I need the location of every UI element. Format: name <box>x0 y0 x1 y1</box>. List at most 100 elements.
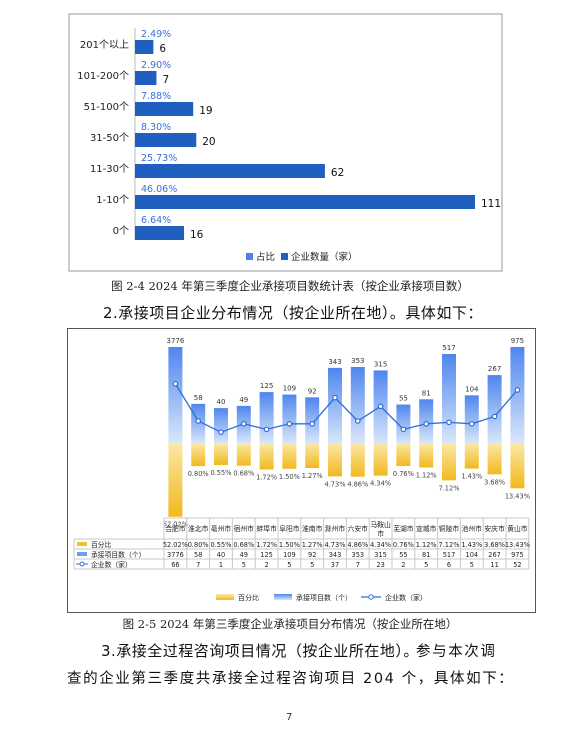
project-value-label: 109 <box>283 385 296 393</box>
project-value-label: 58 <box>194 394 203 402</box>
enterprise-point <box>377 403 384 410</box>
count-bar <box>135 102 194 116</box>
table-city-label: 马鞍山 <box>370 520 391 529</box>
percent-value-label: 4.86% <box>347 481 368 489</box>
count-label: 19 <box>199 105 212 117</box>
legend-label-projects: 承接项目数（个） <box>296 593 352 602</box>
table-cell: 55 <box>399 551 407 559</box>
category-label: 51-100个 <box>84 101 129 113</box>
table-row-header: 承接项目数（个） <box>91 550 145 559</box>
enterprise-point <box>468 420 475 427</box>
percent-value-label: 0.76% <box>393 470 414 478</box>
chart-border <box>68 13 503 272</box>
percent-bar <box>373 443 388 476</box>
percent-value-label: 3.68% <box>484 478 505 486</box>
project-value-label: 975 <box>511 337 524 345</box>
table-cell: 343 <box>329 551 342 559</box>
enterprise-count-chart: 201个以上 2.49% 6 101-200个 2.90% 7 51-100个 7.88% 19… <box>68 13 503 272</box>
table-cell: 11 <box>490 561 498 569</box>
category-label: 201个以上 <box>80 39 129 51</box>
project-value-label: 104 <box>465 385 479 393</box>
project-bar <box>214 408 228 443</box>
percent-label: 2.90% <box>141 60 171 71</box>
enterprise-point <box>400 426 407 433</box>
enterprise-point <box>514 387 521 393</box>
table-cell: 7 <box>196 561 200 569</box>
table-cell: 975 <box>511 551 524 559</box>
percent-value-label: 13.43% <box>505 492 530 500</box>
legend-label-percent: 占比 <box>256 251 275 263</box>
percent-bar <box>259 443 274 470</box>
project-value-label: 49 <box>239 396 248 404</box>
legend-point-enterprises <box>368 594 374 600</box>
enterprise-point <box>491 413 498 420</box>
figure-caption-2-5: 图 2-5 2024 年第三季度企业承接项目分布情况（按企业所在地） <box>122 617 458 631</box>
count-bar <box>135 164 325 178</box>
table-city-label: 宣城市 <box>416 524 437 533</box>
project-value-label: 267 <box>488 365 501 373</box>
table-cell: 5 <box>287 561 291 569</box>
project-bar <box>350 366 365 443</box>
table-cell: 4.86% <box>347 541 368 549</box>
table-cell: 104 <box>466 551 479 559</box>
paragraph-text-b: 查的企业第三季度共承接全过程咨询项目 204 个，具体如下： <box>67 671 515 687</box>
project-bar <box>442 353 456 443</box>
project-bar <box>464 395 479 443</box>
category-label: 31-50个 <box>90 132 129 144</box>
percent-bar <box>464 443 479 469</box>
table-cell: 92 <box>308 551 316 559</box>
category-label: 0个 <box>113 225 129 237</box>
table-cell: 1.72% <box>256 541 277 549</box>
table-city-label: 宿州市 <box>234 524 255 533</box>
project-value-label: 55 <box>399 395 408 403</box>
percent-value-label: 0.55% <box>211 469 232 477</box>
table-cell: 315 <box>374 551 387 559</box>
table-cell: 353 <box>352 551 365 559</box>
table-cell: 1.12% <box>416 541 437 549</box>
table-legend-key-enterprises-dot <box>79 561 85 567</box>
project-value-label: 40 <box>217 398 226 406</box>
table-cell: 1.27% <box>302 541 323 549</box>
percent-value-label: 1.50% <box>279 473 300 481</box>
table-city-label: 六安市 <box>348 524 369 533</box>
table-cell: 517 <box>443 551 456 559</box>
percent-bar <box>487 443 502 475</box>
table-city-label: 黄山市 <box>507 524 528 533</box>
percent-value-label: 1.72% <box>256 473 277 481</box>
paragraph-text-a: 参与本次调 <box>416 644 497 660</box>
project-bar <box>259 392 274 443</box>
percent-bar <box>419 443 434 468</box>
legend-swatch-projects <box>274 594 292 600</box>
legend-swatch-count <box>281 253 288 260</box>
project-bar <box>168 347 183 443</box>
percent-value-label: 7.12% <box>439 484 460 492</box>
enterprise-line <box>174 383 518 433</box>
category-label: 1-10个 <box>96 194 129 206</box>
city-distribution-chart-frame <box>67 328 536 613</box>
table-cell: 109 <box>283 551 296 559</box>
project-bar <box>487 375 502 443</box>
enterprise-point <box>195 418 202 424</box>
enterprise-point <box>172 380 179 387</box>
percent-value-label: 1.12% <box>416 471 437 479</box>
table-city-label: 淮南市 <box>302 524 323 533</box>
table-cell: 2 <box>264 561 268 569</box>
table-city-label: 芜湖市 <box>393 524 414 533</box>
enterprise-point <box>423 420 430 427</box>
table-cell: 37 <box>331 561 339 569</box>
project-value-label: 343 <box>328 358 341 366</box>
table-cell: 5 <box>424 561 428 569</box>
table-legend-key-projects <box>77 552 87 556</box>
table-cell: 3.68% <box>484 541 505 549</box>
percent-value-label: 1.43% <box>461 473 482 481</box>
table-cell: 0.80% <box>188 541 209 549</box>
percent-value-label: 4.34% <box>370 480 391 488</box>
table-cell: 5 <box>470 561 474 569</box>
project-value-label: 125 <box>260 382 273 390</box>
table-cell: 4.34% <box>370 541 391 549</box>
percent-bar <box>236 443 251 466</box>
legend-label-enterprises: 企业数（家） <box>385 593 427 602</box>
table-cell: 52 <box>513 561 521 569</box>
count-bar <box>135 226 185 240</box>
